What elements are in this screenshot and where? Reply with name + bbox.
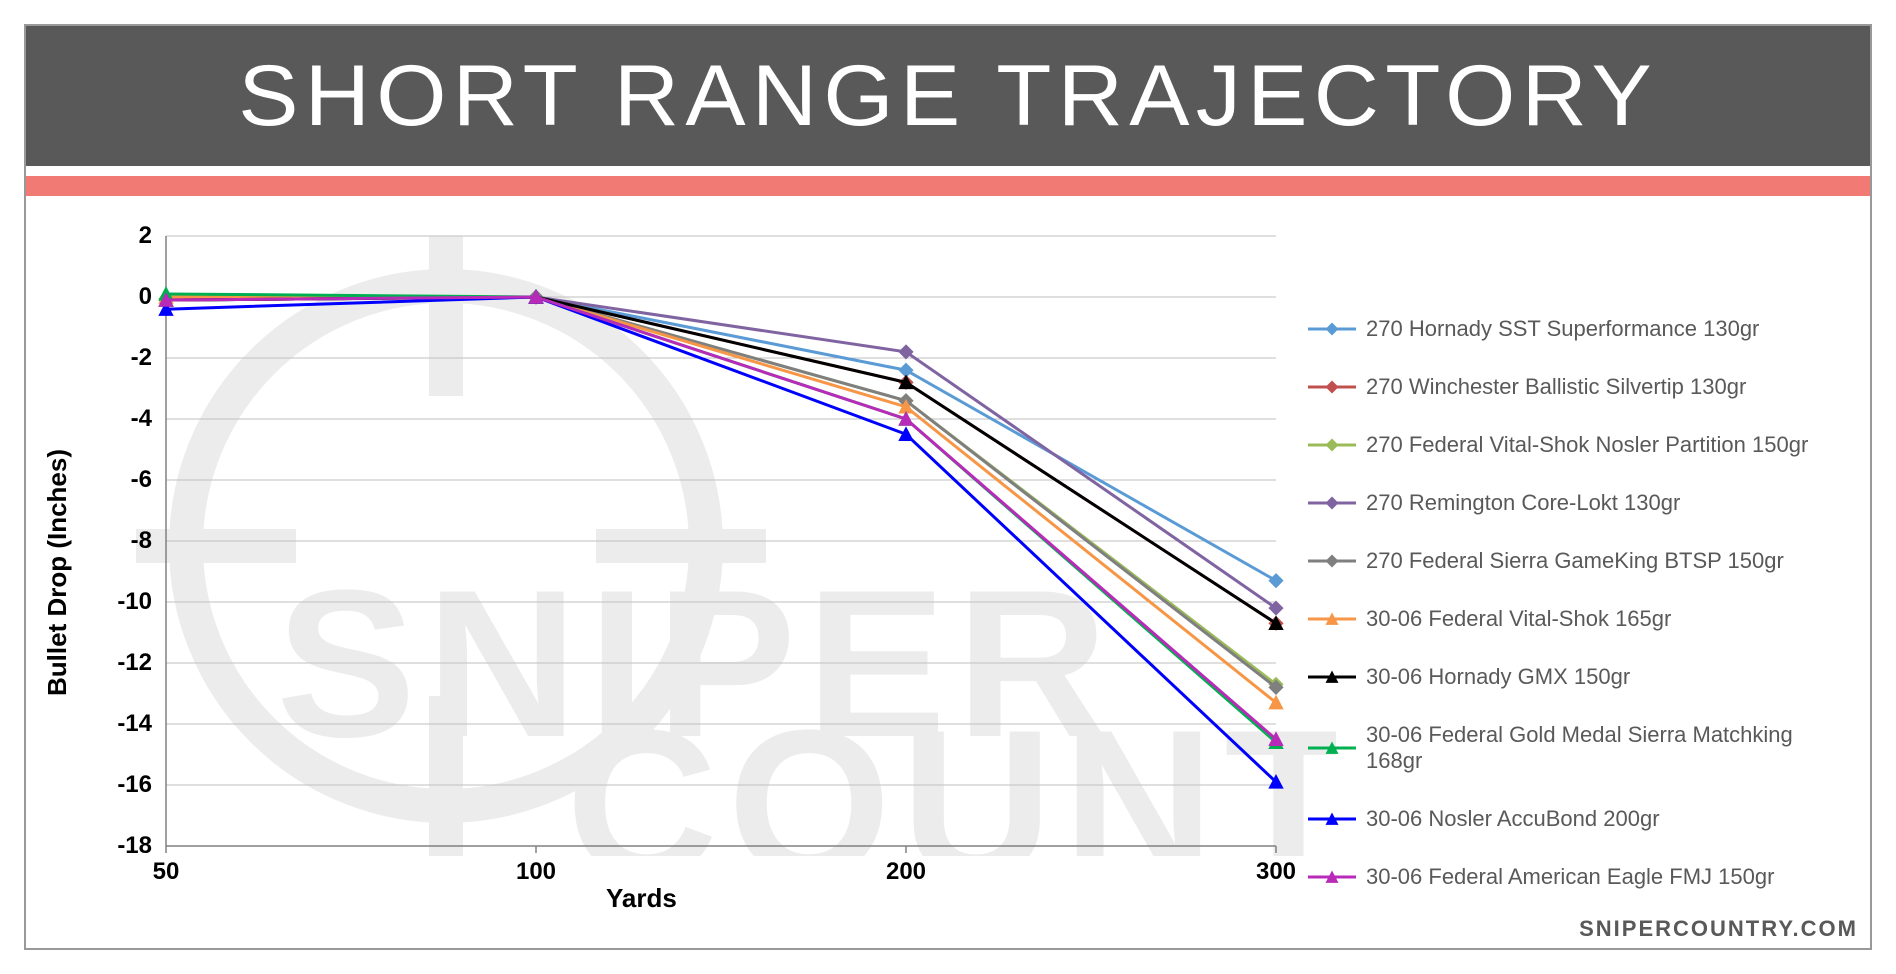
legend-label: 270 Winchester Ballistic Silvertip 130gr: [1366, 374, 1746, 400]
legend-item: 30-06 Federal Gold Medal Sierra Matchkin…: [1306, 722, 1846, 774]
legend-swatch: [1306, 551, 1358, 571]
legend-label: 30-06 Hornady GMX 150gr: [1366, 664, 1630, 690]
accent-bar: [26, 166, 1870, 196]
legend-label: 30-06 Federal Vital-Shok 165gr: [1366, 606, 1671, 632]
legend-item: 30-06 Federal American Eagle FMJ 150gr: [1306, 864, 1846, 890]
line-chart: [26, 196, 1326, 956]
legend-swatch: [1306, 738, 1358, 758]
chart-area: SNIPER COUNTRY Bullet Drop (Inches) Yard…: [26, 196, 1870, 948]
legend-item: 270 Hornady SST Superformance 130gr: [1306, 316, 1846, 342]
legend-swatch: [1306, 809, 1358, 829]
legend-label: 270 Federal Vital-Shok Nosler Partition …: [1366, 432, 1808, 458]
legend-label: 30-06 Nosler AccuBond 200gr: [1366, 806, 1660, 832]
legend-item: 30-06 Nosler AccuBond 200gr: [1306, 806, 1846, 832]
legend-label: 270 Hornady SST Superformance 130gr: [1366, 316, 1759, 342]
legend-item: 30-06 Hornady GMX 150gr: [1306, 664, 1846, 690]
legend-item: 270 Federal Sierra GameKing BTSP 150gr: [1306, 548, 1846, 574]
legend-item: 30-06 Federal Vital-Shok 165gr: [1306, 606, 1846, 632]
attribution-text: SNIPERCOUNTRY.COM: [1579, 916, 1858, 942]
legend-swatch: [1306, 435, 1358, 455]
legend-item: 270 Remington Core-Lokt 130gr: [1306, 490, 1846, 516]
legend: 270 Hornady SST Superformance 130gr 270 W…: [1306, 316, 1846, 922]
legend-swatch: [1306, 667, 1358, 687]
title-bar: SHORT RANGE TRAJECTORY: [26, 26, 1870, 166]
legend-label: 270 Federal Sierra GameKing BTSP 150gr: [1366, 548, 1784, 574]
legend-label: 30-06 Federal Gold Medal Sierra Matchkin…: [1366, 722, 1846, 774]
chart-title: SHORT RANGE TRAJECTORY: [238, 47, 1658, 146]
legend-item: 270 Federal Vital-Shok Nosler Partition …: [1306, 432, 1846, 458]
legend-swatch: [1306, 867, 1358, 887]
legend-swatch: [1306, 319, 1358, 339]
chart-card: SHORT RANGE TRAJECTORY SNIPER COUNTRY Bu…: [24, 24, 1872, 950]
legend-swatch: [1306, 377, 1358, 397]
legend-label: 270 Remington Core-Lokt 130gr: [1366, 490, 1680, 516]
legend-swatch: [1306, 493, 1358, 513]
legend-item: 270 Winchester Ballistic Silvertip 130gr: [1306, 374, 1846, 400]
legend-swatch: [1306, 609, 1358, 629]
legend-label: 30-06 Federal American Eagle FMJ 150gr: [1366, 864, 1774, 890]
